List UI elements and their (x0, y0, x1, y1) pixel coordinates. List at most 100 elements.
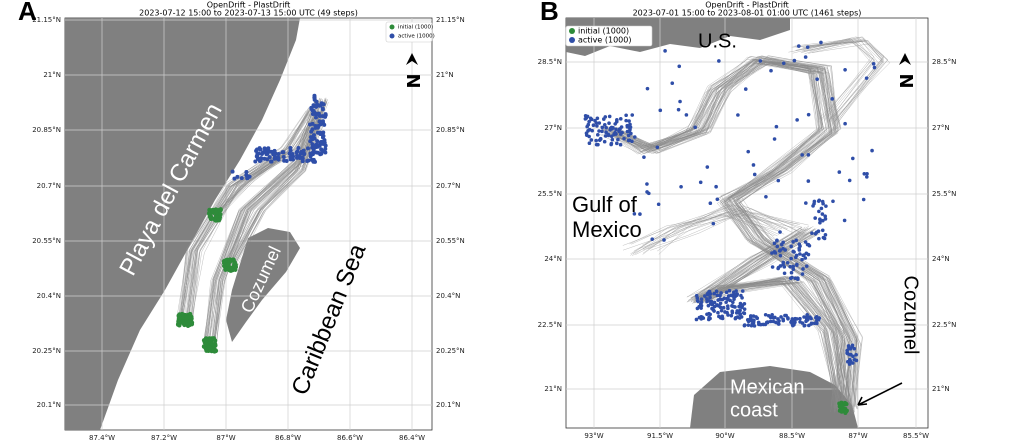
particle (600, 125, 605, 130)
particle (655, 145, 660, 150)
lat-label: 20.55°N (436, 237, 465, 245)
particle (776, 265, 781, 270)
lat-label: 20.4°N (436, 292, 460, 300)
particle (801, 267, 805, 271)
particle (813, 216, 817, 220)
legend-marker (569, 28, 575, 34)
particle (642, 155, 646, 159)
particle (287, 151, 292, 156)
trajectory (788, 40, 873, 119)
lon-label: 91.5°W (647, 432, 673, 440)
particle (627, 129, 632, 134)
particle (630, 113, 635, 117)
particle (708, 295, 712, 300)
particle (225, 262, 230, 267)
particle (746, 323, 751, 327)
particle (800, 272, 805, 276)
particle (310, 142, 315, 147)
legend-label: active (1000) (398, 34, 435, 40)
particle (785, 260, 790, 265)
particle (632, 212, 637, 216)
particle (229, 258, 234, 263)
particle (751, 163, 756, 167)
lat-label: 22.5°N (932, 321, 956, 329)
particle (720, 316, 725, 321)
particle (600, 129, 604, 134)
particle (745, 318, 750, 322)
particle (851, 354, 855, 359)
lat-label: 20.7°N (436, 182, 460, 190)
particle (729, 313, 734, 318)
particle (705, 291, 710, 296)
north-arrow (406, 53, 418, 65)
trajectory (642, 213, 796, 246)
particle (776, 178, 781, 183)
particle (790, 320, 794, 325)
particle (742, 307, 747, 311)
lat-label: 20.25°N (32, 347, 61, 355)
particle (706, 303, 711, 308)
particle (778, 253, 783, 258)
particle (263, 149, 268, 154)
particle (802, 323, 807, 328)
particle (781, 240, 785, 245)
particle (842, 218, 847, 223)
particle (187, 314, 192, 320)
trajectory (232, 119, 316, 266)
particle (772, 137, 777, 141)
particle (792, 58, 797, 63)
place-label: Mexican (730, 376, 804, 398)
trajectory (182, 107, 310, 323)
particle (770, 313, 774, 317)
trajectory (650, 208, 801, 251)
particle (645, 182, 649, 186)
particle (742, 323, 747, 327)
particle (734, 289, 738, 293)
particle (624, 113, 628, 118)
particle (177, 315, 182, 321)
particle (794, 253, 799, 258)
trajectory (699, 227, 842, 413)
particle (587, 141, 592, 146)
particle (310, 137, 315, 142)
trajectory (694, 231, 843, 410)
particle (848, 352, 852, 357)
trajectory (230, 121, 320, 266)
place-label: Mexico (572, 217, 642, 242)
particle (854, 352, 858, 357)
particle (811, 204, 815, 208)
particle (708, 316, 712, 321)
particle (595, 133, 600, 137)
particle (211, 343, 217, 348)
particle (696, 299, 700, 304)
particle (230, 169, 235, 174)
particle (788, 276, 793, 281)
particle (614, 132, 618, 136)
particle (805, 318, 810, 322)
particle (281, 150, 286, 155)
particle (845, 359, 850, 364)
particle (322, 140, 327, 145)
particle (718, 293, 722, 298)
particle (614, 119, 619, 124)
particle (777, 319, 781, 323)
particle (715, 293, 720, 298)
lon-label: 86.6°W (337, 434, 363, 442)
trajectory (179, 109, 310, 320)
particle (670, 81, 675, 86)
place-label: Gulf of (572, 192, 638, 217)
particle (591, 123, 596, 127)
particle (806, 112, 811, 117)
particle (316, 150, 321, 155)
particle (714, 184, 718, 189)
particle (806, 153, 811, 157)
particle (758, 322, 763, 327)
trajectory (606, 63, 853, 414)
particle (209, 215, 214, 220)
particle (805, 45, 810, 49)
particle (257, 157, 262, 162)
particle (203, 336, 209, 341)
particle (816, 317, 821, 322)
particle (276, 151, 281, 156)
particle (699, 297, 704, 301)
